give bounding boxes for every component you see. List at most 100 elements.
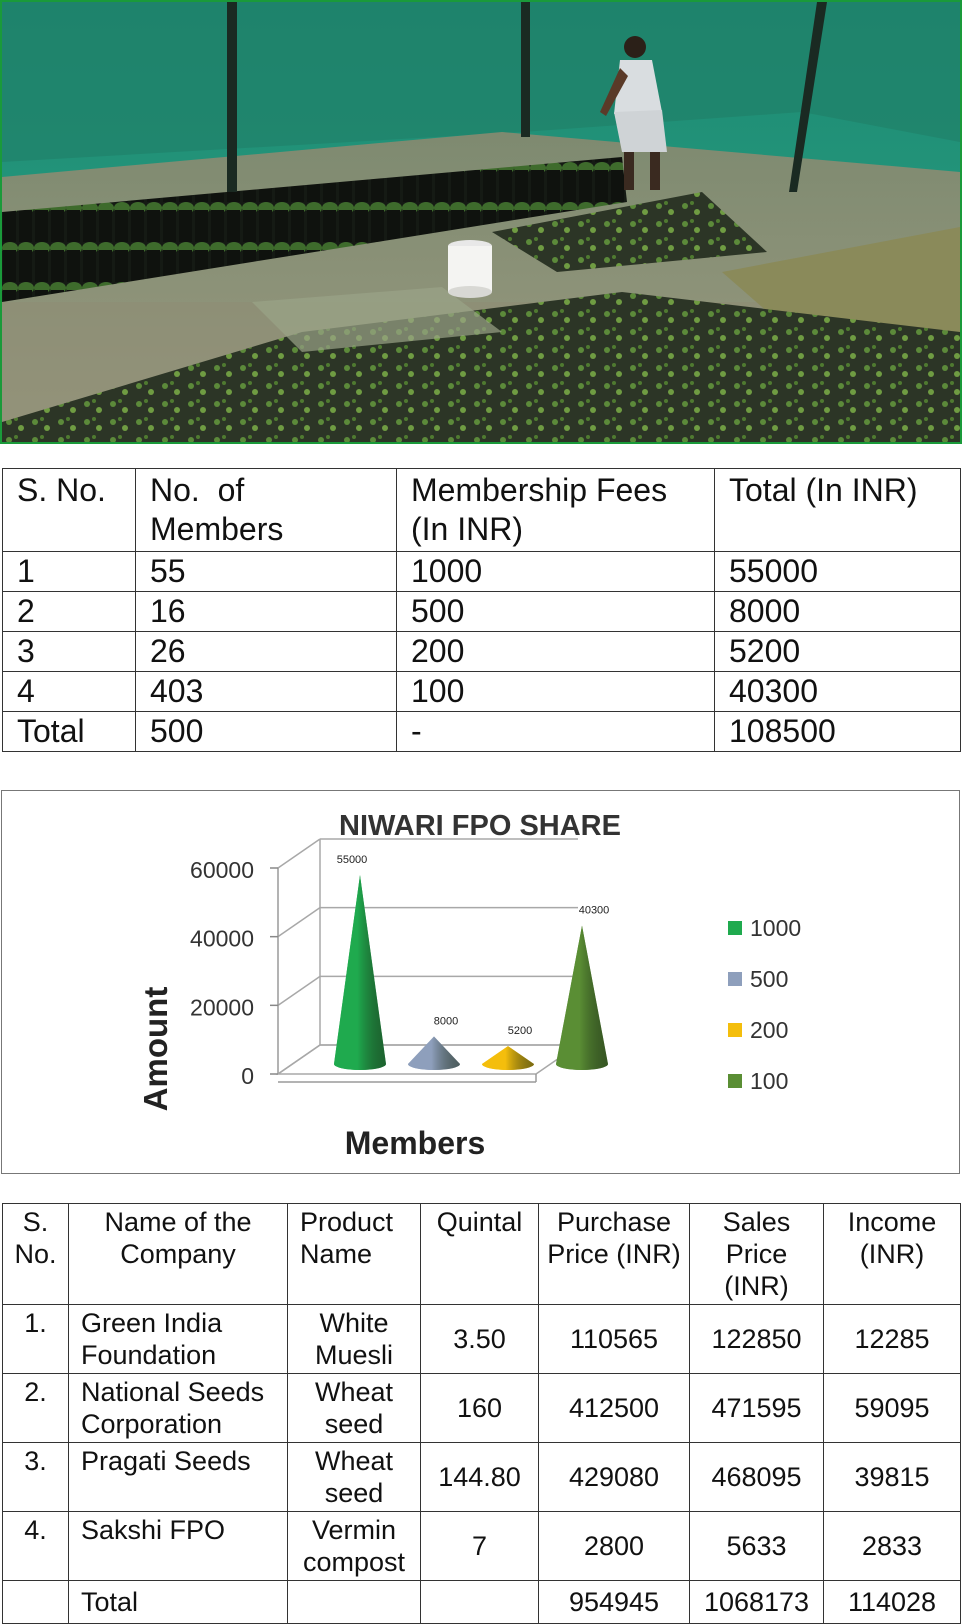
header-company: Name of the Company: [68, 1203, 288, 1305]
header-sales-price: Sales Price (INR): [689, 1203, 824, 1305]
cell-s-no: [2, 1580, 69, 1624]
cone-shade: [482, 1046, 534, 1070]
legend-swatch: [728, 1074, 742, 1088]
cell-s-no: 1: [2, 551, 136, 592]
cell-purchase-price: 954945: [538, 1580, 690, 1624]
table-row-total: Total 954945 1068173 114028: [2, 1580, 961, 1624]
fpo-share-chart: NIWARI FPO SHARE Amount Members 0 20000 40…: [1, 790, 960, 1174]
data-label: 40300: [579, 905, 610, 917]
cell-total: 40300: [714, 671, 961, 712]
cell-product: Vermin compost: [287, 1511, 421, 1581]
cell-sales-price: 5633: [689, 1511, 824, 1581]
cell-s-no: 2.: [2, 1373, 69, 1443]
cell-quintal: 160: [420, 1373, 539, 1443]
cell-company: Green India Foundation: [68, 1304, 288, 1374]
cell-sales-price: 122850: [689, 1304, 824, 1374]
header-membership-fees: Membership Fees (In INR): [396, 468, 715, 552]
table-row: 3. Pragati Seeds Wheat seed 144.80 42908…: [2, 1442, 961, 1512]
y-tick-label: 60000: [190, 857, 254, 883]
cell-income: 114028: [823, 1580, 961, 1624]
cone-shade: [556, 925, 608, 1070]
cell-s-no: 4.: [2, 1511, 69, 1581]
cell-s-no: 4: [2, 671, 136, 712]
sales-table-header-row: S. No. Name of the Company Product Name …: [2, 1203, 961, 1305]
cell-product: Wheat seed: [287, 1442, 421, 1512]
cell-purchase-price: 2800: [538, 1511, 690, 1581]
cell-total: 5200: [714, 631, 961, 672]
cell-income: 12285: [823, 1304, 961, 1374]
chart-title: NIWARI FPO SHARE: [339, 810, 621, 842]
cell-income: 59095: [823, 1373, 961, 1443]
cone-200: 5200: [482, 1025, 534, 1070]
y-tick-label: 20000: [190, 994, 254, 1020]
table-row: 2 16 500 8000: [2, 591, 961, 632]
table-row: 2. National Seeds Corporation Wheat seed…: [2, 1373, 961, 1443]
header-total: Total (In INR): [714, 468, 961, 552]
header-product: Product Name: [287, 1203, 421, 1305]
cell-s-no: Total: [2, 711, 136, 752]
cell-company: National Seeds Corporation: [68, 1373, 288, 1443]
cell-company: Sakshi FPO: [68, 1511, 288, 1581]
fpo-share-chart-svg: NIWARI FPO SHARE Amount Members 0 20000 40…: [137, 810, 801, 1161]
grid-line-side: [277, 975, 321, 1006]
data-label: 5200: [508, 1025, 532, 1037]
chart-y-axis-label: Amount: [137, 987, 174, 1112]
header-quintal: Quintal: [420, 1203, 539, 1305]
cell-fees: 500: [396, 591, 715, 632]
nursery-photo: [0, 0, 962, 444]
header-s-no: S. No.: [2, 468, 136, 552]
cell-product: Wheat seed: [287, 1373, 421, 1443]
cell-s-no: 3.: [2, 1442, 69, 1512]
cone-shade: [408, 1036, 460, 1070]
cell-sales-price: 468095: [689, 1442, 824, 1512]
cell-fees: -: [396, 711, 715, 752]
cell-income: 39815: [823, 1442, 961, 1512]
cell-members: 55: [135, 551, 397, 592]
legend-label: 200: [750, 1017, 788, 1043]
legend-label: 500: [750, 966, 788, 992]
cell-members: 26: [135, 631, 397, 672]
y-tick-label: 40000: [190, 926, 254, 952]
cone-100: 40300: [556, 905, 609, 1070]
header-purchase-price: Purchase Price (INR): [538, 1203, 690, 1305]
legend-label: 100: [750, 1068, 788, 1094]
table-row: 4. Sakshi FPO Vermin compost 7 2800 5633…: [2, 1511, 961, 1581]
cell-fees: 1000: [396, 551, 715, 592]
cell-purchase-price: 429080: [538, 1442, 690, 1512]
cell-income: 2833: [823, 1511, 961, 1581]
table-row: 1. Green India Foundation White Muesli 3…: [2, 1304, 961, 1374]
table-row-total: Total 500 - 108500: [2, 711, 961, 752]
cell-total: 55000: [714, 551, 961, 592]
cell-sales-price: 1068173: [689, 1580, 824, 1624]
cell-quintal: 3.50: [420, 1304, 539, 1374]
header-s-no: S. No.: [2, 1203, 69, 1305]
cell-members: 16: [135, 591, 397, 632]
cell-sales-price: 471595: [689, 1373, 824, 1443]
chart-legend: 1000 500 200 100: [728, 915, 801, 1094]
grid-line-side: [277, 907, 321, 938]
cell-fees: 100: [396, 671, 715, 712]
cell-product: [287, 1580, 421, 1624]
cone-shade: [334, 875, 386, 1070]
header-income: Income (INR): [823, 1203, 961, 1305]
legend-swatch: [728, 1023, 742, 1037]
cell-members: 500: [135, 711, 397, 752]
cell-purchase-price: 412500: [538, 1373, 690, 1443]
legend-swatch: [728, 921, 742, 935]
cone-500: 8000: [408, 1016, 460, 1070]
nursery-photo-drawing: [2, 2, 960, 442]
membership-table-header-row: S. No. No. of Members Membership Fees (I…: [2, 468, 961, 552]
table-row: 3 26 200 5200: [2, 631, 961, 672]
data-label: 8000: [434, 1016, 458, 1028]
cell-s-no: 1.: [2, 1304, 69, 1374]
cell-quintal: 7: [420, 1511, 539, 1581]
chart-x-axis-label: Members: [345, 1125, 486, 1161]
y-tick-label: 0: [241, 1063, 254, 1089]
header-no-of-members: No. of Members: [135, 468, 397, 552]
cell-quintal: 144.80: [420, 1442, 539, 1512]
cell-company: Total: [68, 1580, 288, 1624]
data-label: 55000: [337, 854, 368, 866]
cell-company: Pragati Seeds: [68, 1442, 288, 1512]
grid-line-side: [277, 838, 321, 869]
cell-s-no: 3: [2, 631, 136, 672]
